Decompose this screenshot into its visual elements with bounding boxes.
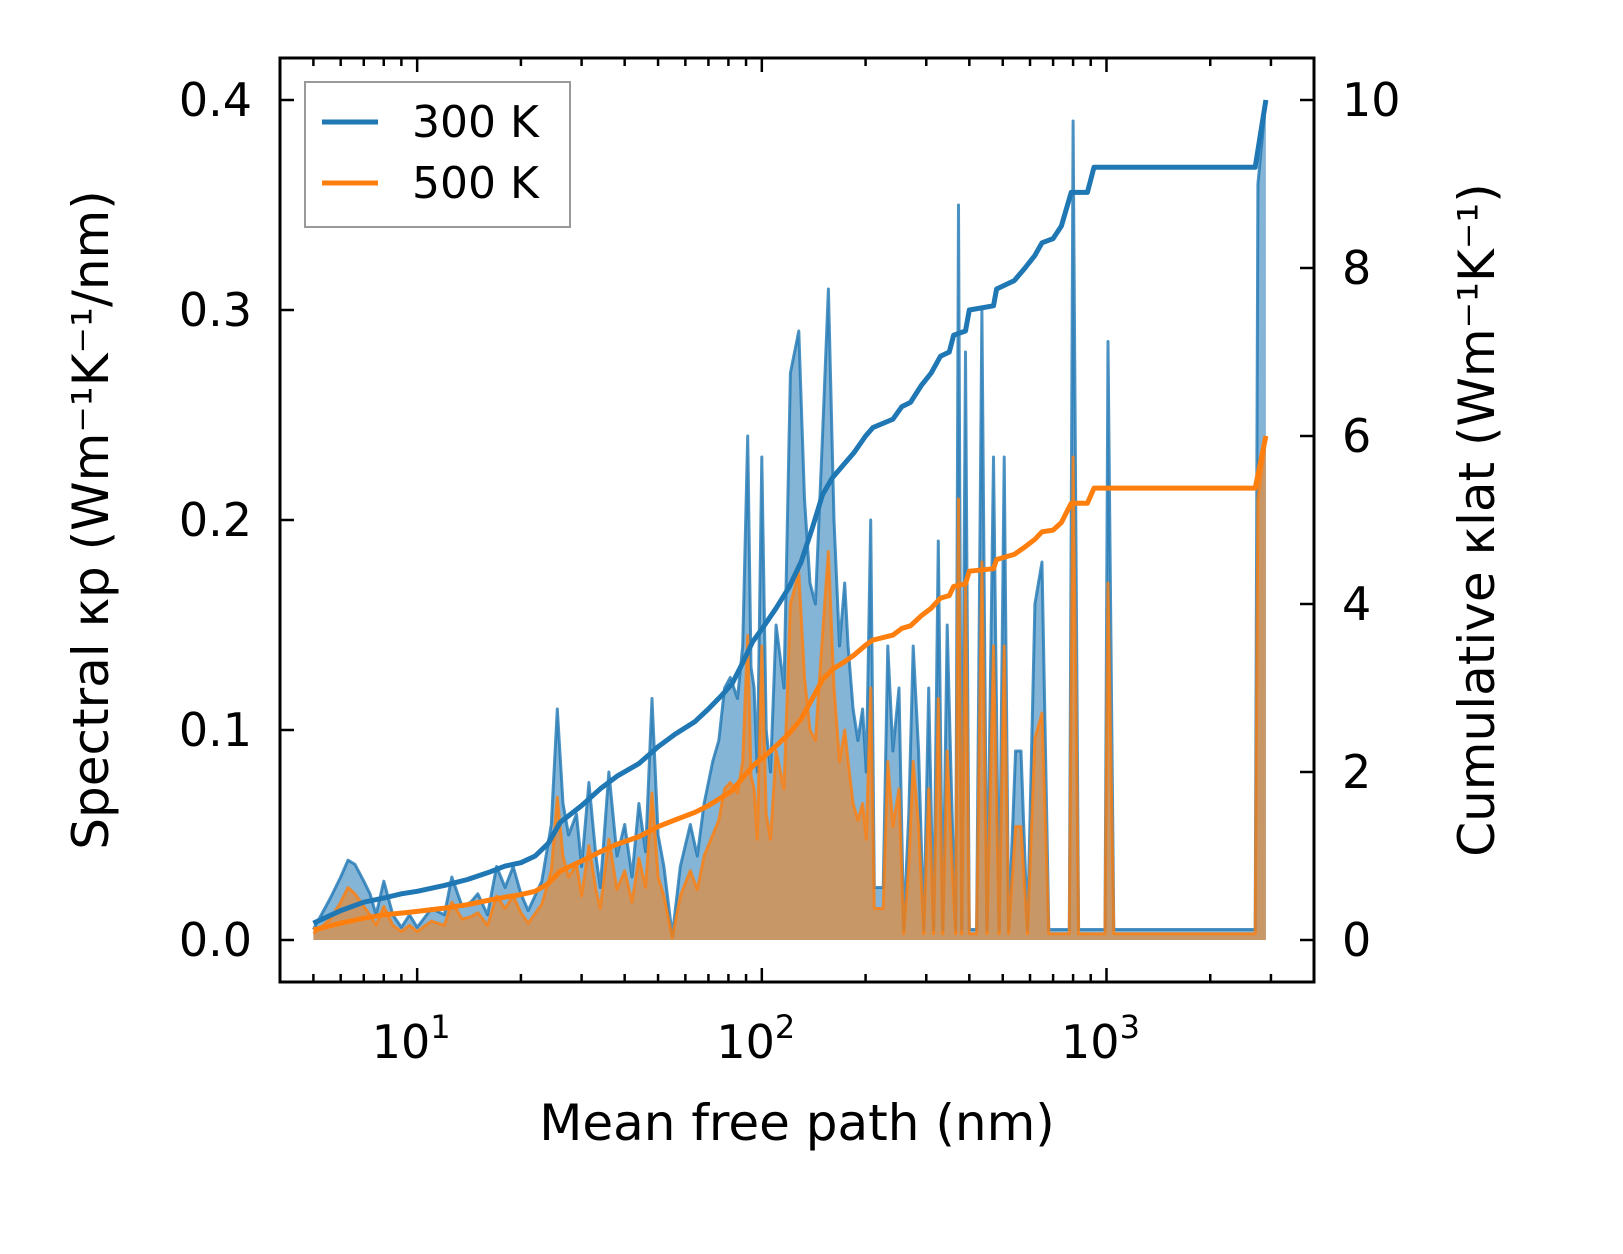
cumulative-line-300k: [312, 99, 1269, 926]
left-y-tick-label: 0.0: [179, 913, 252, 967]
right-y-tick-label: 6: [1342, 409, 1371, 463]
right-y-tick-label: 2: [1342, 745, 1371, 799]
cumulative-lines: [312, 99, 1269, 933]
spectral-lines: [312, 99, 1268, 940]
left-y-tick-label: 0.4: [179, 73, 252, 127]
legend-box: [304, 81, 571, 228]
legend-label-500k: 500 K: [412, 158, 540, 209]
right-y-tick-label: 10: [1342, 73, 1401, 127]
spectral-fills: [313, 100, 1266, 940]
left-y-tick-label: 0.3: [179, 283, 252, 337]
x-tick-label: 103: [1061, 1008, 1140, 1069]
x-tick-label: 101: [372, 1008, 451, 1069]
legend: 300 K 500 K: [304, 81, 571, 228]
x-tick-label: 102: [716, 1008, 795, 1069]
right-y-tick-label: 8: [1342, 241, 1371, 295]
left-y-tick-label: 0.1: [179, 703, 252, 757]
right-y-axis-title: Cumulative κlat (Wm⁻¹K⁻¹): [1448, 183, 1506, 857]
spectral-fill-300k: [313, 100, 1266, 940]
plot-frame: [278, 56, 1316, 984]
tick-labels: 101 102 103 0.0 0.1 0.2 0.3 0.4 0 2 4 6 8 10: [179, 73, 1401, 1069]
right-y-tick-label: 0: [1342, 913, 1371, 967]
left-y-axis-title: Spectral κp (Wm⁻¹K⁻¹/nm): [62, 190, 120, 849]
spectral-fill-500k: [313, 436, 1266, 940]
x-axis-title: Mean free path (nm): [539, 1094, 1055, 1152]
cumulative-line-500k: [312, 435, 1269, 933]
left-y-tick-label: 0.2: [179, 493, 252, 547]
legend-label-300k: 300 K: [412, 97, 540, 148]
spectral-line-500k: [312, 435, 1268, 940]
right-y-tick-label: 4: [1342, 577, 1371, 631]
